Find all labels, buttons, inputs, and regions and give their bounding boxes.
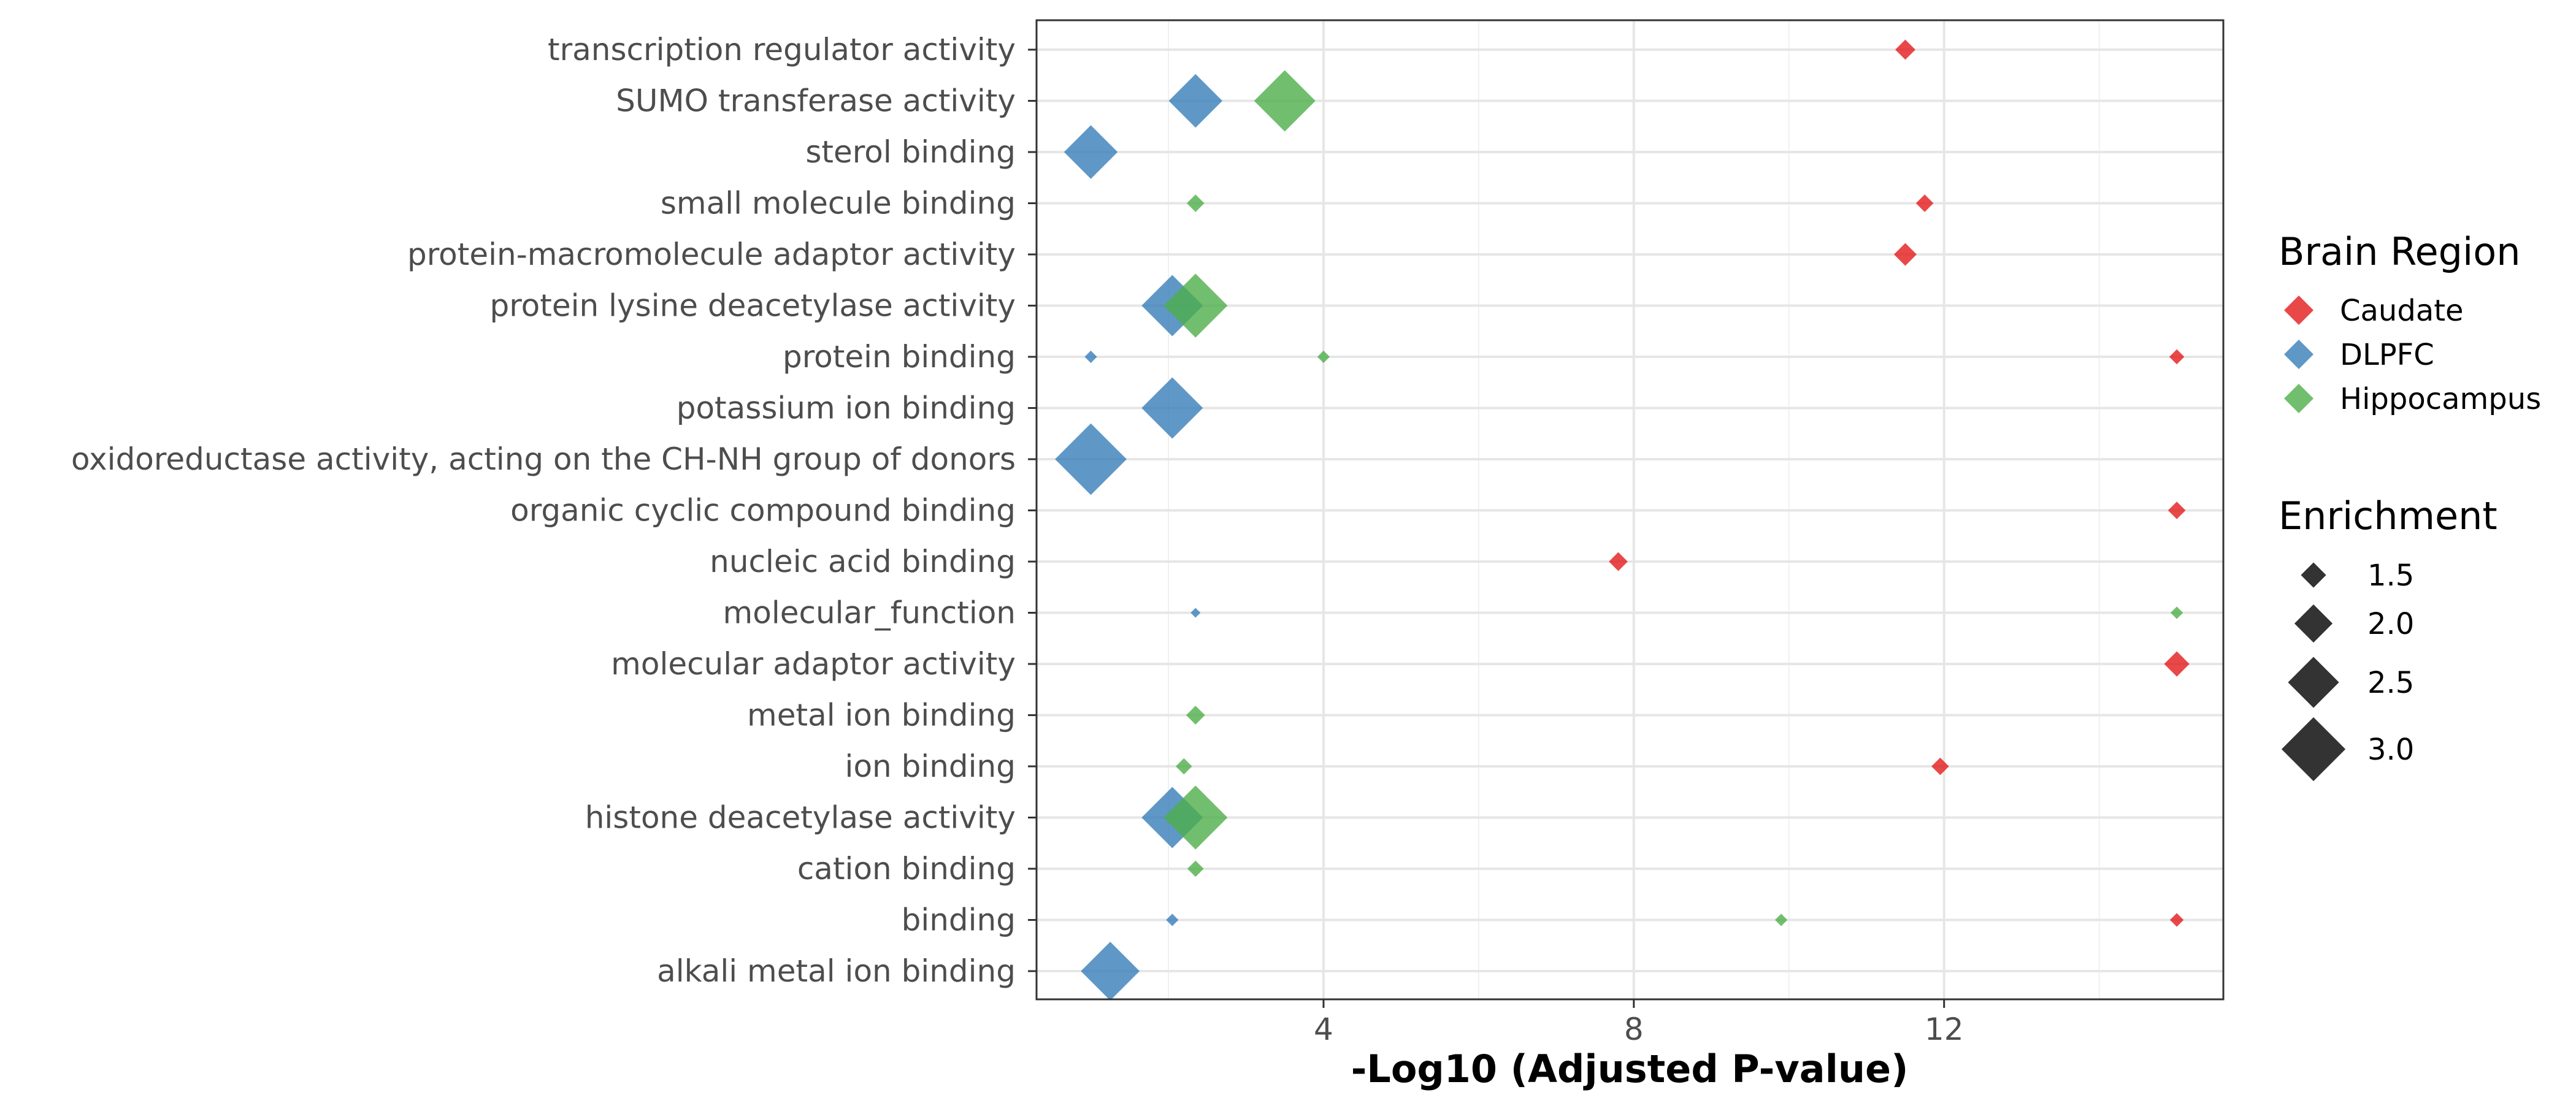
y-tick-label: protein lysine deacetylase activity [489,288,1016,324]
data-point-hippocampus [1176,758,1192,775]
data-point-hippocampus [1187,860,1204,877]
data-point-dlpfc [1190,608,1201,618]
y-tick-label: nucleic acid binding [710,544,1016,579]
data-point-hippocampus [1186,194,1205,212]
y-axis: transcription regulator activity SUMO tra… [71,32,1037,989]
y-tick-label: cation binding [797,851,1016,887]
legend-key-hippocampus [2284,384,2313,413]
x-axis-label: -Log10 (Adjusted P-value) [1351,1047,1909,1091]
y-tick-label: molecular_function [723,595,1016,631]
size-legend-label: 2.5 [2367,666,2414,700]
data-point-caudate [2169,349,2185,365]
data-point-hippocampus [2171,606,2183,619]
x-axis: 4 8 12 [1314,999,1964,1047]
y-tick-label: ion binding [845,749,1016,784]
y-tick-label: molecular adaptor activity [611,646,1016,682]
y-tick-label: alkali metal ion binding [657,953,1016,989]
data-point-caudate [2168,502,2186,519]
y-tick-label: protein binding [783,339,1016,375]
size-legend-key [2281,717,2346,782]
data-point-dlpfc [1084,350,1097,364]
size-legend-title: Enrichment [2279,494,2497,538]
data-points [1055,39,2190,1001]
y-tick-label: potassium ion binding [677,391,1016,426]
y-tick-label: protein-macromolecule adaptor activity [407,237,1016,272]
color-legend-title: Brain Region [2279,229,2521,274]
data-point-dlpfc [1141,377,1203,439]
data-point-hippocampus [1254,70,1316,132]
data-point-dlpfc [1064,125,1118,179]
y-tick-label: sterol binding [805,134,1016,170]
legend-label: DLPFC [2340,338,2434,372]
x-tick-label: 12 [1925,1012,1964,1047]
data-point-caudate [2169,913,2184,927]
data-point-dlpfc [1166,913,1179,926]
y-tick-label: oxidoreductase activity, acting on the C… [71,441,1016,477]
grid-lines [1037,20,2223,999]
data-point-hippocampus [1186,706,1205,725]
legend: Brain Region Caudate DLPFC Hippocampus Enric… [2279,229,2541,782]
legend-key-caudate [2284,296,2313,325]
data-point-caudate [1893,243,1917,266]
y-tick-label: metal ion binding [747,698,1016,733]
size-legend-label: 1.5 [2367,559,2414,593]
y-tick-label: SUMO transferase activity [616,83,1016,119]
data-point-caudate [1895,39,1915,60]
size-legend-label: 2.0 [2367,607,2414,641]
data-point-hippocampus [1163,273,1228,338]
legend-label: Caudate [2340,294,2464,328]
data-point-dlpfc [1081,942,1140,1001]
data-point-caudate [1609,552,1628,571]
y-tick-label: transcription regulator activity [548,32,1016,67]
data-point-caudate [1915,194,1934,212]
data-point-caudate [2164,651,2190,677]
data-point-hippocampus [1163,785,1228,850]
size-legend-key [2301,562,2326,588]
data-point-hippocampus [1775,913,1788,926]
data-point-dlpfc [1055,423,1127,495]
data-point-hippocampus [1317,350,1330,364]
y-tick-label: binding [902,902,1016,938]
legend-label: Hippocampus [2340,382,2541,416]
y-tick-label: histone deacetylase activity [585,800,1016,836]
data-point-caudate [1931,757,1949,776]
legend-key-dlpfc [2284,340,2313,369]
y-tick-label: organic cyclic compound binding [510,493,1016,528]
x-tick-label: 8 [1624,1012,1644,1047]
size-legend-label: 3.0 [2367,733,2414,767]
y-tick-label: small molecule binding [661,186,1016,221]
x-tick-label: 4 [1314,1012,1333,1047]
size-legend-key [2288,657,2339,708]
size-legend-key [2294,604,2333,643]
data-point-dlpfc [1168,74,1222,128]
